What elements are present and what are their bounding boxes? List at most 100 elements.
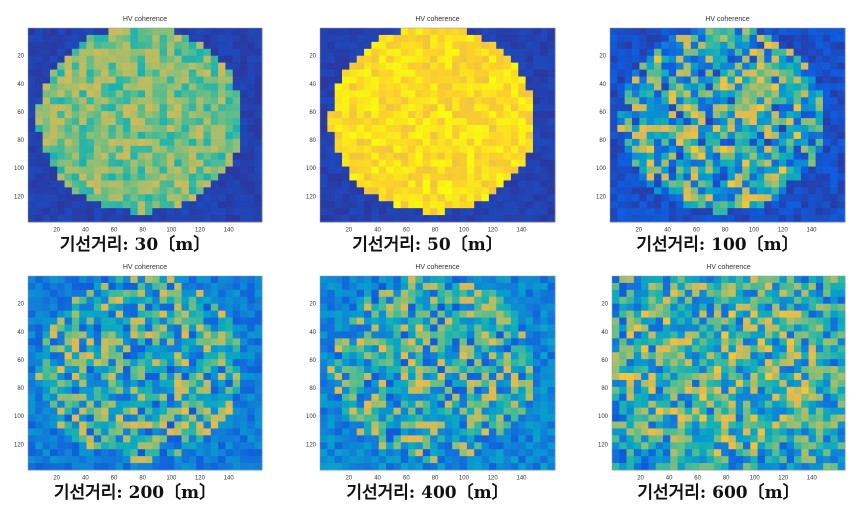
heatmap-cell [540,49,548,56]
heatmap-cell [526,111,534,118]
heatmap-cell [460,387,468,394]
heatmap-cell [786,77,794,84]
heatmap-cell [496,318,504,325]
heatmap-cell [474,331,482,338]
heatmap-cell [189,304,197,311]
heatmap-cell [423,160,431,167]
heatmap-cell [152,276,160,283]
heatmap-cell [320,97,328,104]
heatmap-cell [786,35,794,42]
heatmap-cell [94,77,102,84]
heatmap-cell [707,435,715,442]
heatmap-cell [445,276,453,283]
heatmap-cell [612,463,620,470]
heatmap-cell [123,160,131,167]
heatmap-cell [145,132,153,139]
heatmap-cell [625,125,633,132]
heatmap-cell [750,104,758,111]
heatmap-cell [625,28,633,35]
heatmap-cell [713,153,721,160]
heatmap-cell [167,331,175,338]
heatmap-cell [504,42,512,49]
heatmap-cell [335,77,343,84]
heatmap-cell [639,146,647,153]
heatmap-cell [496,338,504,345]
heatmap-cell [393,304,401,311]
heatmap-cell [627,366,635,373]
heatmap-cell [87,449,95,456]
heatmap-cell [138,373,146,380]
heatmap-cell [138,132,146,139]
heatmap-cell [808,28,816,35]
heatmap-cell [138,167,146,174]
heatmap-cell [648,415,656,422]
heatmap-cell [610,70,618,77]
heatmap-cell [445,208,453,215]
heatmap-cell [518,325,526,332]
heatmap-cell [28,139,36,146]
heatmap-cell [87,380,95,387]
heatmap-cell [108,104,116,111]
heatmap-cell [683,97,691,104]
heatmap-cell [482,90,490,97]
heatmap-cell [699,297,707,304]
heatmap-cell [489,153,497,160]
heatmap-cell [661,146,669,153]
heatmap-cell [467,104,475,111]
heatmap-cell [692,338,700,345]
heatmap-cell [670,442,678,449]
heatmap-cell [728,167,736,174]
heatmap-cell [641,373,649,380]
heatmap-cell [320,394,328,401]
heatmap-cell [415,304,423,311]
heatmap-cell [728,187,736,194]
heatmap-cell [757,35,765,42]
heatmap-cell [757,111,765,118]
heatmap-cell [108,325,116,332]
heatmap-cell [116,449,124,456]
heatmap-cell [764,70,772,77]
heatmap-cell [540,318,548,325]
heatmap-cell [196,456,204,463]
heatmap-cell [838,111,846,118]
heatmap-cell [386,215,394,222]
heatmap-cell [678,394,686,401]
heatmap-cell [496,435,504,442]
heatmap-cell [504,160,512,167]
heatmap-cell [540,153,548,160]
heatmap-cell [540,311,548,318]
heatmap-cell [648,442,656,449]
heatmap-cell [619,463,627,470]
heatmap-cell [65,180,73,187]
heatmap-cell [174,449,182,456]
heatmap-cell [617,201,625,208]
heatmap-cell [452,146,460,153]
heatmap-cell [247,408,255,415]
heatmap-cell [116,352,124,359]
heatmap-cell [438,463,446,470]
x-tick-label: 40 [374,476,381,482]
heatmap-cell [632,70,640,77]
heatmap-cell [617,208,625,215]
heatmap-cell [364,394,372,401]
heatmap-cell [518,180,526,187]
heatmap-cell [838,139,846,146]
heatmap-cell [211,352,219,359]
heatmap-cell [174,338,182,345]
heatmap-cell [533,174,541,181]
heatmap-cell [364,63,372,70]
heatmap-cell [415,132,423,139]
heatmap-cell [379,77,387,84]
heatmap-cell [335,311,343,318]
heatmap-cell [801,139,809,146]
heatmap-cell [823,111,831,118]
heatmap-cell [94,442,102,449]
heatmap-cell [619,373,627,380]
heatmap-cell [430,442,438,449]
heatmap-cell [816,35,824,42]
heatmap-cell [676,118,684,125]
heatmap-cell [460,456,468,463]
heatmap-cell [830,215,838,222]
heatmap-cell [415,290,423,297]
heatmap-cell [349,160,357,167]
